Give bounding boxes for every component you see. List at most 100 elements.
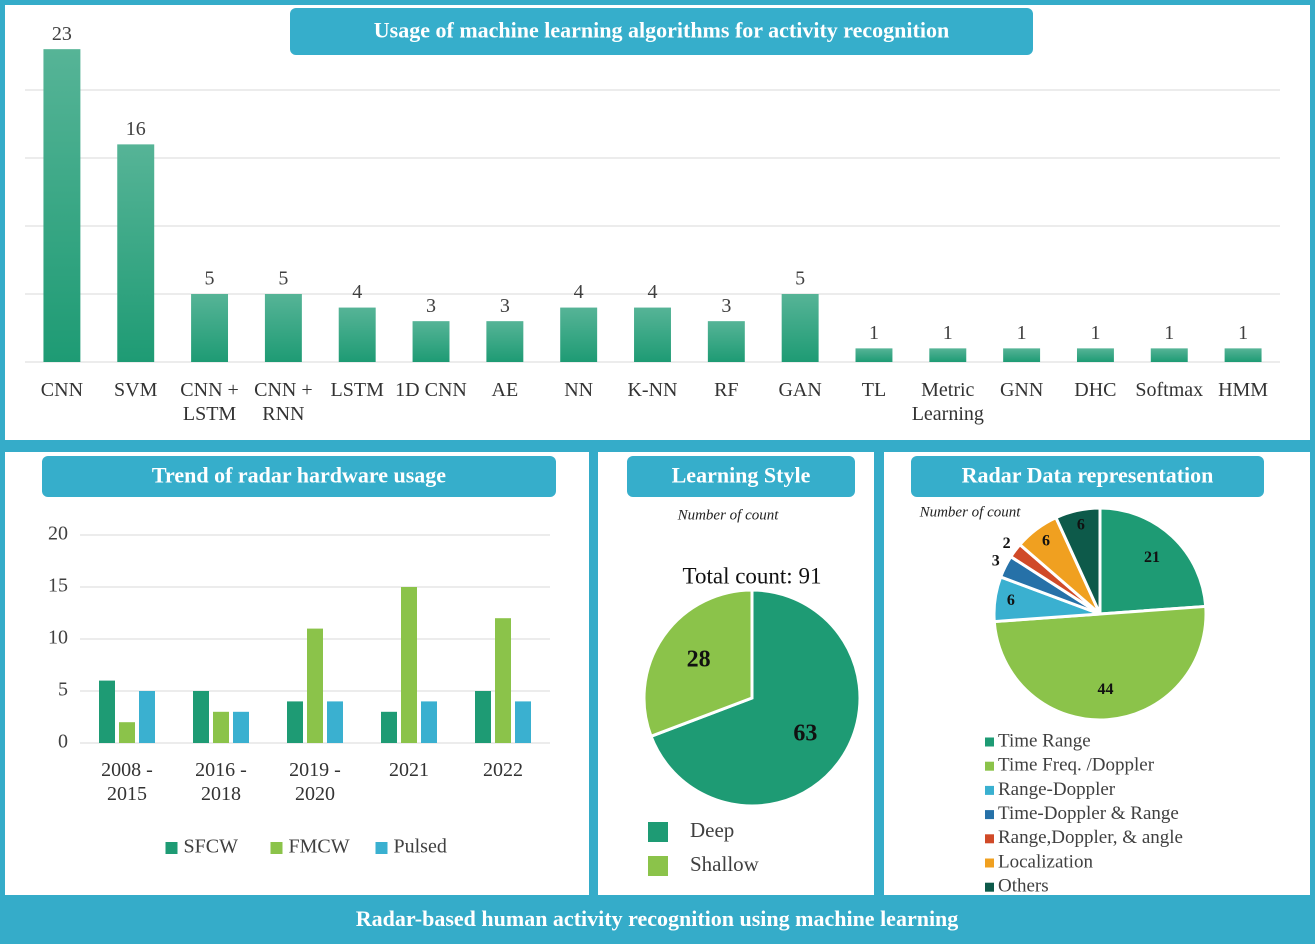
x-tick-label: NN [564, 379, 594, 401]
legend-swatch [165, 842, 178, 854]
annotation: Total count: 91 [683, 563, 822, 588]
chart-title: Trend of radar hardware usage [152, 463, 446, 488]
value-label: 1 [1164, 322, 1174, 344]
value-label: 5 [278, 268, 288, 290]
x-tick-label: 2016 - 2018 [195, 759, 247, 805]
bar-shade [117, 144, 155, 362]
pie-slice [642, 588, 754, 739]
x-tick-label: AE [491, 379, 519, 401]
x-tick-label: 2008 - 2015 [101, 759, 153, 805]
chart-title: Learning Style [672, 463, 811, 488]
bar [213, 711, 229, 743]
bar [99, 680, 115, 743]
bar-shade [1076, 348, 1114, 362]
legend-label: Others [998, 876, 1049, 897]
x-tick-label: 2022 [483, 759, 523, 781]
legend-label: Localization [998, 851, 1093, 872]
value-label: 5 [795, 268, 805, 290]
pie-slice [992, 604, 1208, 722]
x-tick-label: CNN + LSTM [180, 379, 239, 425]
legend-label: Time Range [998, 730, 1091, 751]
subtitle: Number of count [677, 507, 780, 523]
x-tick-label: CNN + RNN [254, 379, 313, 425]
legend-label: Range-Doppler [998, 779, 1116, 800]
bar-shade [338, 307, 376, 362]
x-tick-label: TL [861, 379, 887, 401]
slice-label: 21 [1144, 549, 1160, 566]
y-tick-label: 5 [58, 679, 68, 701]
chart-title: Usage of machine learning algorithms for… [374, 18, 949, 43]
pie-slice [1098, 506, 1208, 616]
bar-shade [634, 307, 671, 362]
slice-label: 28 [687, 647, 711, 673]
bar-shade [412, 321, 450, 362]
x-tick-label: DHC [1074, 379, 1117, 401]
x-tick-label: K-NN [627, 379, 678, 401]
bar [495, 618, 511, 743]
slice-label: 6 [1077, 517, 1085, 534]
bar [307, 628, 323, 743]
x-tick-label: SVM [114, 379, 158, 401]
legend-swatch [270, 842, 283, 854]
title-box [627, 456, 855, 497]
x-tick-label: 2021 [389, 759, 429, 781]
chart-title: Radar Data representation [962, 463, 1214, 488]
value-label: 1 [1017, 322, 1027, 344]
bar [139, 691, 155, 743]
legend-swatch [985, 761, 994, 771]
bar [193, 691, 209, 743]
bar-shade [1150, 348, 1188, 362]
slice-label: 6 [1007, 592, 1015, 609]
legend-swatch [985, 810, 994, 820]
bar-shade [264, 294, 302, 362]
x-tick-label: Softmax [1135, 379, 1204, 401]
value-label: 4 [648, 281, 658, 303]
legend-label: Range,Doppler, & angle [998, 827, 1183, 848]
title-box [290, 8, 1033, 55]
legend-label: Time Freq. /Doppler [998, 755, 1155, 776]
legend-swatch [648, 856, 668, 876]
legend-swatch [985, 737, 994, 747]
x-tick-label: RF [714, 379, 739, 401]
value-label: 3 [426, 295, 436, 317]
bar-shade [855, 348, 893, 362]
x-tick-label: GNN [999, 379, 1044, 401]
slice-label: 63 [793, 720, 817, 746]
legend-swatch [375, 842, 388, 854]
value-label: 3 [721, 295, 731, 317]
title-box [911, 456, 1264, 497]
value-label: 1 [869, 322, 879, 344]
bar [515, 701, 531, 743]
value-label: 1 [1238, 322, 1248, 344]
x-tick-label: 1D CNN [395, 379, 467, 401]
bar [327, 701, 343, 743]
legend-swatch [985, 858, 994, 868]
bar-shade [191, 294, 229, 362]
legend-label: Pulsed [394, 836, 447, 858]
legend-label: FMCW [289, 836, 350, 858]
bar-shade [1224, 348, 1262, 362]
value-label: 23 [52, 23, 72, 45]
legend-swatch [648, 822, 668, 842]
value-label: 4 [352, 281, 362, 303]
x-tick-label: Metric Learning [911, 379, 984, 425]
subtitle: Number of count [919, 504, 1022, 520]
value-label: 3 [500, 295, 510, 317]
bar-shade [929, 348, 967, 362]
legend-swatch [985, 785, 994, 795]
slice-label: 44 [1097, 681, 1113, 698]
bar [421, 701, 437, 743]
bar-shade [560, 307, 598, 362]
y-tick-label: 20 [48, 523, 68, 545]
value-label: 1 [943, 322, 953, 344]
bar-shade [1003, 348, 1041, 362]
bar-shade [43, 49, 81, 362]
footer-title: Radar-based human activity recognition u… [356, 906, 959, 931]
y-tick-label: 10 [48, 627, 68, 649]
bar-shade [486, 321, 524, 362]
panel [5, 452, 589, 895]
value-label: 1 [1090, 322, 1100, 344]
legend-swatch [985, 882, 994, 892]
